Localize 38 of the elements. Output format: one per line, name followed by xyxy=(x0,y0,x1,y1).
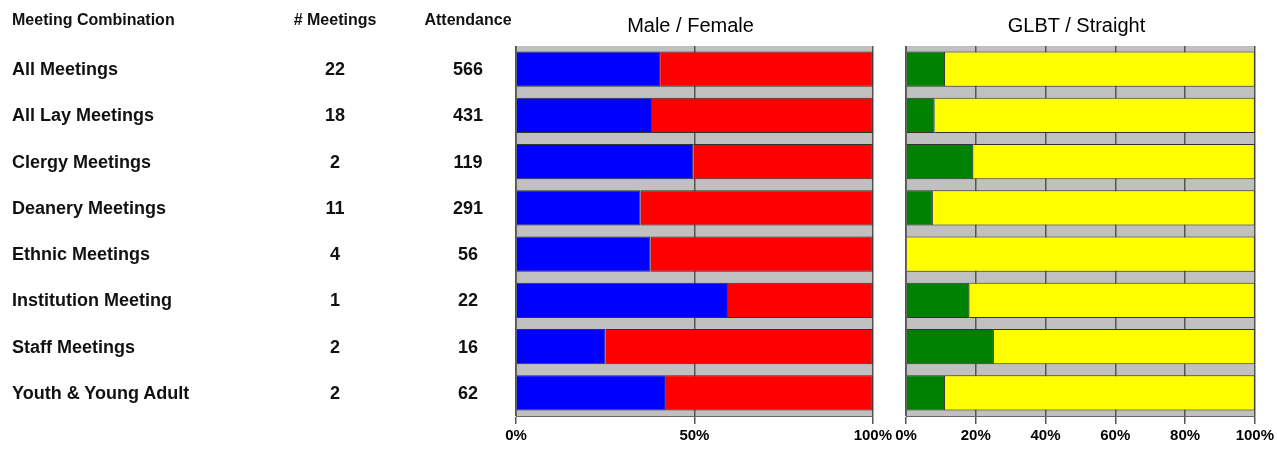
category-label: Institution Meeting xyxy=(12,289,172,311)
chart-title: GLBT / Straight xyxy=(1007,13,1146,36)
x-tick-label: 100% xyxy=(1235,426,1275,444)
category-label: Youth & Young Adult xyxy=(12,382,190,404)
x-tick-label: 0% xyxy=(895,426,917,444)
category-label: Staff Meetings xyxy=(12,336,136,358)
chart-title: Male / Female xyxy=(627,13,754,36)
data-label: 22 xyxy=(457,289,479,311)
data-label: 2 xyxy=(329,151,341,173)
data-label: 22 xyxy=(324,58,346,80)
data-label: 119 xyxy=(453,151,483,173)
data-label: 56 xyxy=(457,243,479,265)
data-label: 4 xyxy=(329,243,341,265)
x-tick-label: 60% xyxy=(1100,426,1131,444)
x-tick-label: 80% xyxy=(1170,426,1201,444)
data-label: 2 xyxy=(329,382,341,404)
text: Attendance xyxy=(424,11,512,29)
data-label: 566 xyxy=(452,58,484,80)
x-tick-label: 40% xyxy=(1030,426,1061,444)
category-label: All Meetings xyxy=(12,58,119,80)
data-label: 291 xyxy=(452,197,484,219)
category-label: Clergy Meetings xyxy=(12,151,152,173)
data-label: 18 xyxy=(324,104,346,126)
x-tick-label: 20% xyxy=(960,426,991,444)
data-label: 2 xyxy=(329,336,341,358)
text: Meeting Combination xyxy=(12,11,175,29)
data-label: 1 xyxy=(329,289,341,311)
text: # Meetings xyxy=(293,11,377,29)
category-label: All Lay Meetings xyxy=(12,104,155,126)
x-tick-label: 100% xyxy=(853,426,893,444)
data-label: 11 xyxy=(325,197,345,219)
x-tick-label: 50% xyxy=(679,426,710,444)
category-label: Deanery Meetings xyxy=(12,197,167,219)
data-label: 62 xyxy=(457,382,479,404)
data-label: 16 xyxy=(457,336,479,358)
category-label: Ethnic Meetings xyxy=(12,243,151,265)
data-label: 431 xyxy=(452,104,484,126)
x-tick-label: 0% xyxy=(505,426,527,444)
